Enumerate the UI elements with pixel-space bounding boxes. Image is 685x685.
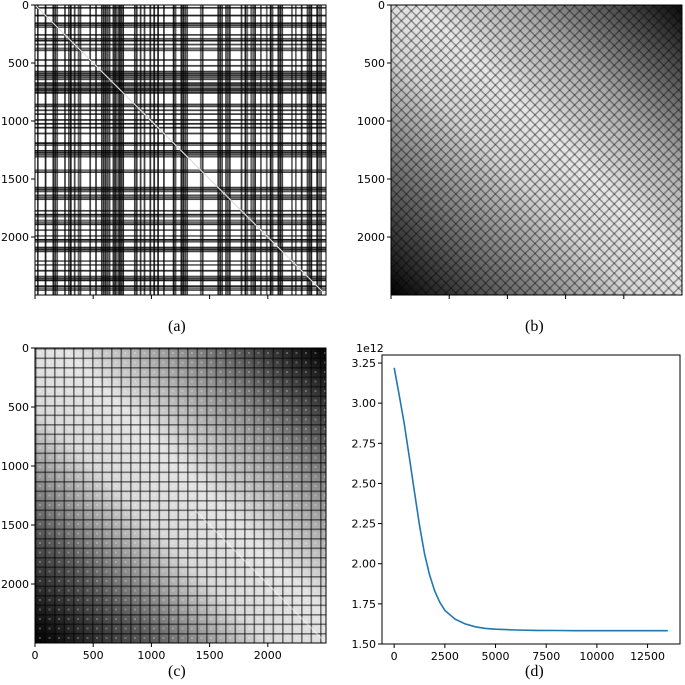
panel-c-caption: (c): [168, 663, 186, 680]
x-tick-label: 0: [391, 650, 398, 662]
y-tick-label: 2000: [1, 231, 29, 244]
x-tick-label: 7500: [532, 650, 560, 662]
y-tick-label: 1000: [1, 115, 29, 128]
y-tick-label: 2000: [1, 578, 29, 591]
y-tick-label: 2.25: [352, 518, 377, 531]
panel-b-caption: (b): [525, 318, 544, 335]
x-tick-label: 12500: [630, 650, 665, 662]
heatmap-image: [391, 5, 682, 295]
heatmap-image: [35, 348, 327, 644]
y-tick-label: 1.75: [352, 598, 377, 611]
x-tick-label: 1500: [196, 649, 224, 662]
plot-frame: [381, 354, 681, 645]
x-tick-label: 2000: [254, 649, 282, 662]
x-tick-label: 5000: [482, 650, 510, 662]
x-tick-label: 2500: [431, 650, 459, 662]
y-tick-label: 500: [8, 57, 29, 70]
plot-frame: [390, 4, 683, 296]
plot-frame: [34, 4, 327, 296]
y-tick-label: 1500: [1, 519, 29, 532]
x-tick-label: 500: [83, 649, 104, 662]
y-tick-label: 2000: [357, 231, 385, 244]
y-tick-label: 500: [8, 401, 29, 414]
y-tick-label: 2.75: [352, 437, 377, 450]
y-tick-label: 2.00: [352, 558, 377, 571]
matrix-c-panel: 0 500 1000 1500 2000 0 500 1000 1500 2000: [1, 342, 327, 662]
y-tick-label: 0: [22, 0, 29, 12]
y-tick-label: 1000: [357, 115, 385, 128]
heatmap-image: [34, 4, 327, 296]
panel-d-caption: (d): [525, 663, 544, 680]
y-offset-label: 1e12: [356, 342, 384, 355]
loss-curve-panel: 0 2500 5000 7500 10000 12500 1.50 1.75 2.00 2.25 2…: [352, 342, 681, 662]
y-tick-label: 1.50: [352, 638, 377, 651]
y-tick-label: 1000: [1, 460, 29, 473]
y-tick-label: 1500: [357, 173, 385, 186]
x-tick-label: 1000: [137, 649, 165, 662]
x-tick-label: 0: [32, 649, 39, 662]
y-tick-label: 3.25: [352, 357, 377, 370]
plot-frame: [34, 347, 327, 644]
x-tick-label: 10000: [579, 650, 614, 662]
y-tick-label: 0: [22, 342, 29, 355]
y-tick-label: 0: [378, 0, 385, 12]
y-tick-label: 1500: [1, 173, 29, 186]
y-tick-label: 2.50: [352, 477, 377, 490]
y-tick-label: 500: [364, 57, 385, 70]
panel-a-caption: (a): [168, 318, 186, 335]
y-tick-label: 3.00: [352, 397, 377, 410]
loss-series-line: [393, 367, 668, 632]
